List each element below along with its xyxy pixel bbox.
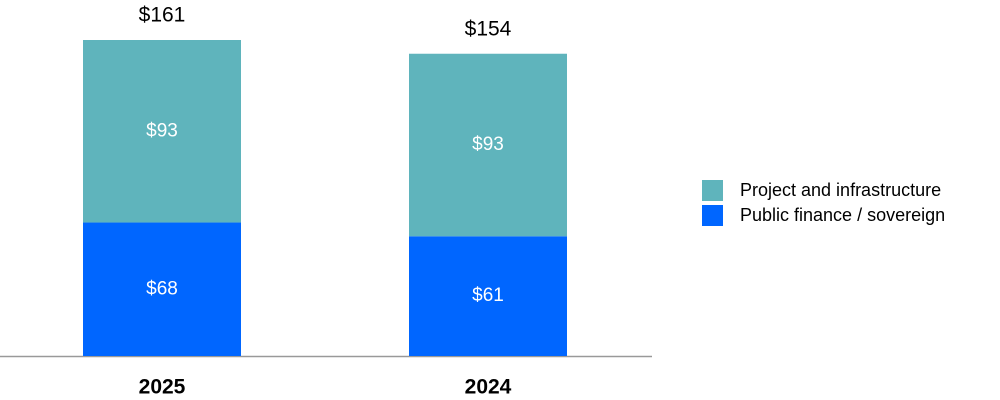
- segment-label: $61: [472, 285, 504, 306]
- segment-label: $68: [146, 278, 178, 299]
- total-label: $161: [139, 4, 186, 27]
- bar-segment: [409, 236, 567, 356]
- x-tick-label: 2025: [139, 376, 186, 399]
- legend-label: Project and infrastructure: [740, 180, 941, 200]
- total-label: $154: [465, 17, 512, 40]
- bar-segment: [83, 222, 241, 356]
- legend-swatch: [702, 205, 723, 226]
- legend-label: Public finance / sovereign: [740, 205, 945, 225]
- legend-swatch: [702, 180, 723, 201]
- x-tick-label: 2024: [465, 376, 512, 399]
- segment-label: $93: [472, 134, 504, 155]
- bar-segment: [83, 40, 241, 223]
- bar-segment: [409, 53, 567, 237]
- segment-label: $93: [146, 120, 178, 141]
